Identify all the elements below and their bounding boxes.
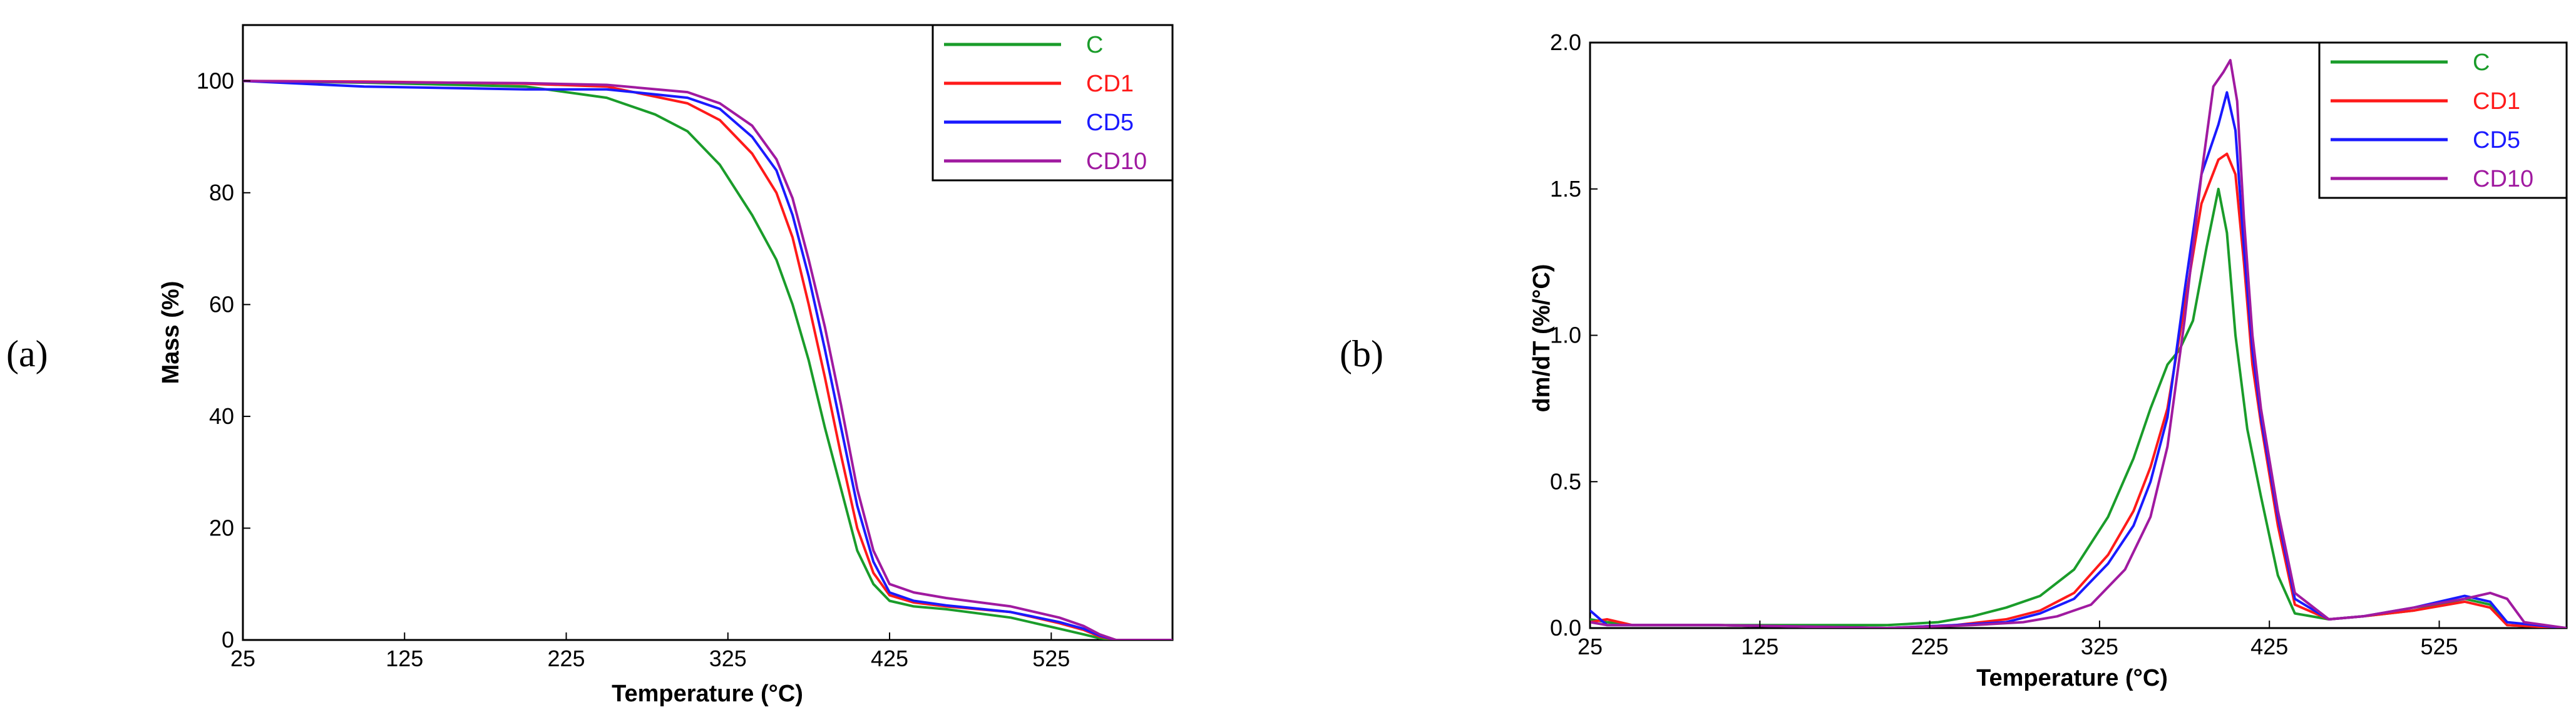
y-axis-title-b: dm/dT (%/°C)	[1529, 264, 1555, 413]
series-line-cd10	[1590, 59, 2567, 628]
legend-label-cd10: CD10	[1086, 148, 1147, 175]
x-tick-label: 325	[709, 646, 747, 671]
series-line-c	[243, 80, 1173, 640]
legend-box	[2318, 41, 2568, 199]
panel-label-b: (b)	[1340, 333, 1383, 374]
x-tick-label: 25	[1578, 634, 1603, 659]
x-tick-label: 225	[1911, 634, 1949, 659]
panel-label-a: (a)	[6, 333, 48, 374]
legend-label-cd1: CD1	[1086, 71, 1134, 97]
y-tick-label: 1.0	[1550, 322, 1581, 348]
y-tick-label: 40	[209, 403, 234, 429]
series-line-cd1	[1590, 152, 2567, 628]
x-tick-label: 125	[386, 646, 423, 671]
x-axis-title-a: Temperature (°C)	[612, 681, 803, 707]
legend-label-cd5: CD5	[2473, 127, 2520, 153]
x-axis-title-b: Temperature (°C)	[1976, 665, 2168, 691]
series-line-c	[1590, 187, 2567, 628]
y-tick-label: 0	[222, 627, 234, 652]
x-tick-label: 525	[2420, 634, 2458, 659]
legend-label-c: C	[2473, 49, 2490, 76]
x-tick-label: 325	[2081, 634, 2118, 659]
chart-b: 25 125 225 325 425 525 0.0 0.5 1.0 1.5 2.0 Tempera…	[1529, 29, 2568, 691]
x-tick-label: 425	[871, 646, 908, 671]
y-tick-label: 0.0	[1550, 615, 1581, 641]
legend-label-cd5: CD5	[1086, 110, 1134, 136]
y-tick-label: 100	[197, 68, 234, 93]
y-tick-label: 0.5	[1550, 468, 1581, 494]
y-axis-title-a: Mass (%)	[158, 281, 184, 384]
legend-label-cd1: CD1	[2473, 88, 2520, 115]
x-tick-label: 525	[1032, 646, 1070, 671]
y-tick-label: 60	[209, 291, 234, 317]
series-line-cd5	[243, 80, 1173, 640]
legend-label-c: C	[1086, 32, 1103, 58]
x-tick-label: 25	[230, 646, 255, 671]
y-tick-label: 80	[209, 180, 234, 205]
plot-area-a	[242, 24, 1174, 641]
chart-a: 25 125 225 325 425 525 0 20 40 60 80 100 Temperatur…	[158, 24, 1174, 707]
y-tick-label: 20	[209, 515, 234, 540]
y-tick-label: 2.0	[1550, 29, 1581, 55]
y-tick-label: 1.5	[1550, 176, 1581, 202]
legend-label-cd10: CD10	[2473, 166, 2533, 192]
x-tick-label: 425	[2250, 634, 2288, 659]
series-line-cd10	[243, 80, 1173, 640]
legend-box	[931, 24, 1174, 182]
x-tick-label: 125	[1741, 634, 1778, 659]
x-tick-label: 225	[547, 646, 585, 671]
